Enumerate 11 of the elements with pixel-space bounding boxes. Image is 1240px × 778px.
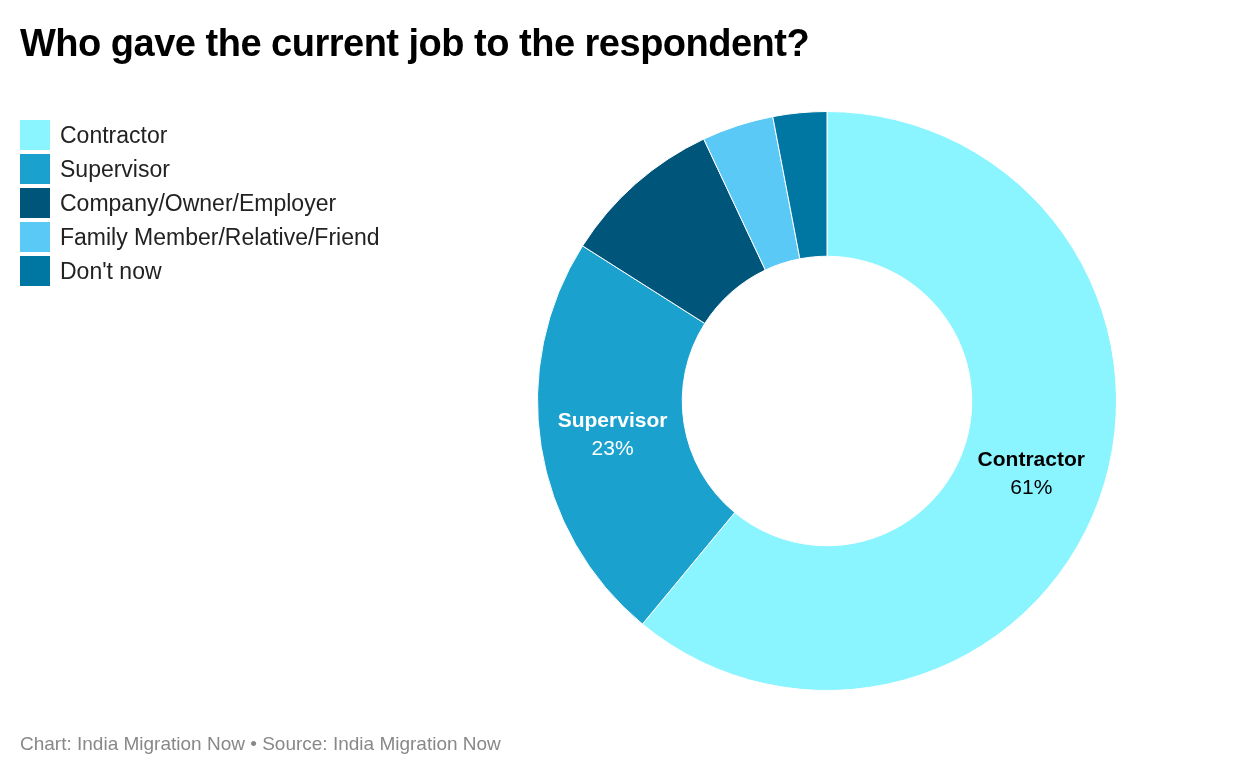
slice-label: Contractor <box>977 447 1085 471</box>
chart-title: Who gave the current job to the respondent? <box>20 22 810 65</box>
data-label: 61% <box>1010 475 1053 499</box>
legend-label: Company/Owner/Employer <box>60 189 337 217</box>
legend-label: Supervisor <box>60 155 170 183</box>
legend-label: Family Member/Relative/Friend <box>60 223 380 251</box>
slice-label: Supervisor <box>557 407 668 431</box>
data-label: 23% <box>591 435 634 459</box>
legend-label: Contractor <box>60 121 168 149</box>
text: Chart: India Migration Now • Source: India Migration Now <box>20 733 501 755</box>
legend-label: Don't now <box>60 257 162 285</box>
